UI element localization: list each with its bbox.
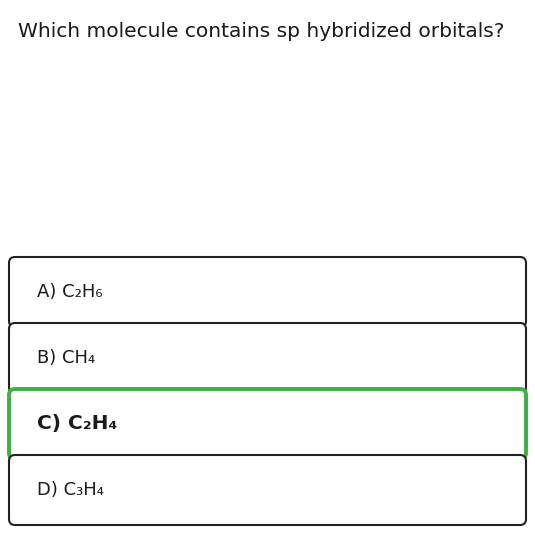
FancyBboxPatch shape bbox=[9, 323, 526, 393]
FancyBboxPatch shape bbox=[9, 389, 526, 459]
Text: Which molecule contains sp hybridized orbitals?: Which molecule contains sp hybridized or… bbox=[18, 22, 505, 41]
Text: D) C₃H₄: D) C₃H₄ bbox=[37, 481, 104, 499]
FancyBboxPatch shape bbox=[9, 455, 526, 525]
Text: B) CH₄: B) CH₄ bbox=[37, 349, 95, 367]
FancyBboxPatch shape bbox=[9, 257, 526, 327]
Text: C) C₂H₄: C) C₂H₄ bbox=[37, 415, 117, 433]
Text: A) C₂H₆: A) C₂H₆ bbox=[37, 283, 103, 301]
